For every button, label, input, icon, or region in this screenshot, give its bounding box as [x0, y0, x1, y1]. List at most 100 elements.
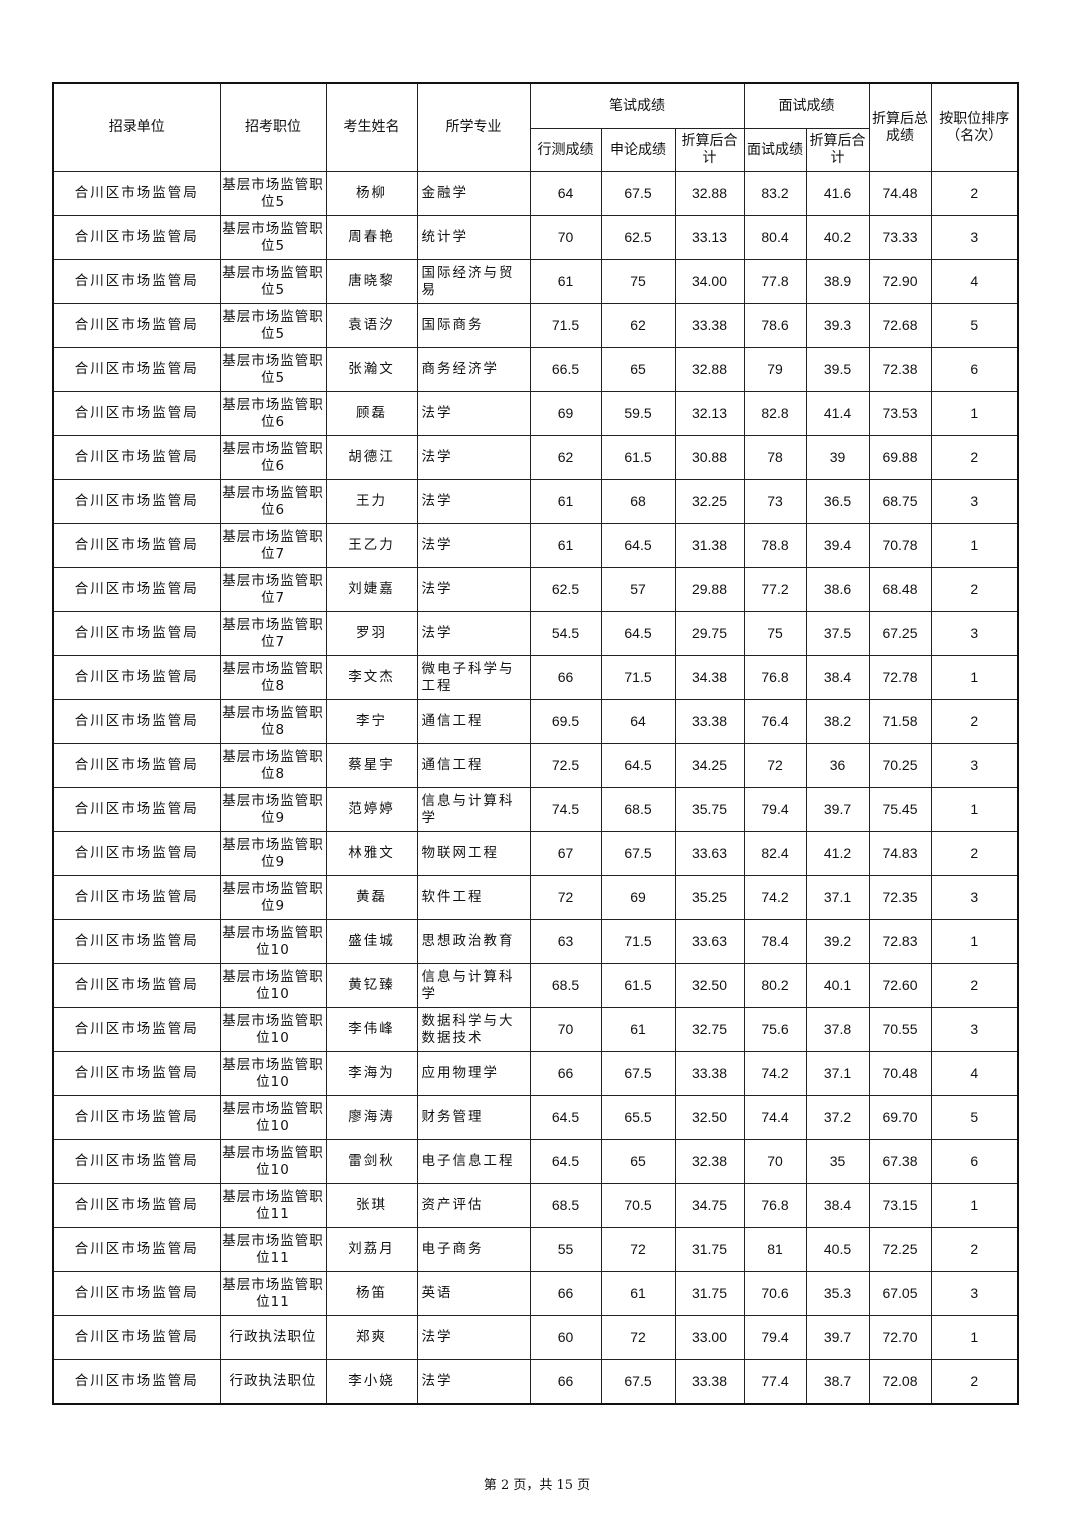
cell-name: 袁语汐: [325, 303, 418, 348]
cell-xingce: 62.5: [529, 567, 602, 612]
cell-total: 70.78: [868, 523, 932, 568]
cell-rank: 3: [930, 611, 1019, 656]
cell-total: 72.38: [868, 347, 932, 392]
cell-total: 71.58: [868, 699, 932, 744]
cell-shenlun: 67.5: [600, 171, 676, 216]
cell-interview-score: 78.8: [743, 523, 807, 568]
cell-unit: 合川区市场监管局: [52, 303, 221, 348]
cell-position: 基层市场监管职位10: [219, 963, 327, 1008]
cell-rank: 1: [930, 919, 1019, 964]
cell-interview-converted: 37.1: [805, 875, 870, 920]
cell-interview-converted: 40.1: [805, 963, 870, 1008]
cell-interview-converted: 38.4: [805, 655, 870, 700]
cell-total: 70.48: [868, 1051, 932, 1096]
cell-position: 基层市场监管职位7: [219, 611, 327, 656]
cell-major: 法学: [416, 611, 531, 656]
cell-position: 基层市场监管职位11: [219, 1271, 327, 1316]
cell-position: 基层市场监管职位5: [219, 259, 327, 304]
cell-written-converted: 33.38: [674, 1051, 745, 1096]
cell-unit: 合川区市场监管局: [52, 787, 221, 832]
cell-position: 基层市场监管职位9: [219, 787, 327, 832]
cell-interview-score: 77.2: [743, 567, 807, 612]
cell-written-converted: 32.50: [674, 1095, 745, 1140]
score-table: 招录单位 招考职位 考生姓名 所学专业 笔试成绩 面试成绩 折算后总成绩 按职位…: [52, 82, 1019, 1405]
cell-interview-converted: 40.2: [805, 215, 870, 260]
cell-total: 74.83: [868, 831, 932, 876]
cell-written-converted: 32.25: [674, 479, 745, 524]
cell-rank: 3: [930, 479, 1019, 524]
table-row: 合川区市场监管局 基层市场监管职位10 盛佳城 思想政治教育 63 71.5 33.63 78…: [52, 919, 1019, 964]
table-row: 合川区市场监管局 基层市场监管职位10 李海为 应用物理学 66 67.5 33.38 74.…: [52, 1051, 1019, 1096]
cell-unit: 合川区市场监管局: [52, 699, 221, 744]
header-xingce: 行测成绩: [529, 128, 602, 172]
cell-unit: 合川区市场监管局: [52, 1183, 221, 1228]
cell-xingce: 64.5: [529, 1139, 602, 1184]
cell-written-converted: 33.38: [674, 303, 745, 348]
cell-major: 应用物理学: [416, 1051, 531, 1096]
cell-unit: 合川区市场监管局: [52, 1139, 221, 1184]
cell-name: 李伟峰: [325, 1007, 418, 1052]
cell-xingce: 63: [529, 919, 602, 964]
cell-rank: 3: [930, 743, 1019, 788]
cell-position: 行政执法职位: [219, 1315, 327, 1360]
cell-shenlun: 72: [600, 1227, 676, 1272]
cell-name: 李小娆: [325, 1359, 418, 1405]
cell-name: 罗羽: [325, 611, 418, 656]
cell-interview-score: 78.6: [743, 303, 807, 348]
cell-interview-converted: 38.4: [805, 1183, 870, 1228]
cell-unit: 合川区市场监管局: [52, 1271, 221, 1316]
cell-xingce: 61: [529, 259, 602, 304]
table-row: 合川区市场监管局 基层市场监管职位8 李文杰 微电子科学与工程 66 71.5 34.38 7…: [52, 655, 1019, 700]
cell-total: 72.08: [868, 1359, 932, 1405]
cell-written-converted: 32.13: [674, 391, 745, 436]
cell-unit: 合川区市场监管局: [52, 171, 221, 216]
cell-xingce: 70: [529, 1007, 602, 1052]
cell-major: 通信工程: [416, 743, 531, 788]
cell-major: 电子信息工程: [416, 1139, 531, 1184]
cell-major: 统计学: [416, 215, 531, 260]
cell-rank: 1: [930, 655, 1019, 700]
cell-xingce: 67: [529, 831, 602, 876]
cell-rank: 1: [930, 391, 1019, 436]
header-name: 考生姓名: [325, 82, 418, 172]
cell-position: 基层市场监管职位7: [219, 567, 327, 612]
cell-unit: 合川区市场监管局: [52, 215, 221, 260]
cell-unit: 合川区市场监管局: [52, 523, 221, 568]
cell-position: 基层市场监管职位11: [219, 1227, 327, 1272]
table-row: 合川区市场监管局 基层市场监管职位10 雷剑秋 电子信息工程 64.5 65 32.38 70…: [52, 1139, 1019, 1184]
table-row: 合川区市场监管局 基层市场监管职位11 杨笛 英语 66 61 31.75 70.6 35.3 6…: [52, 1271, 1019, 1316]
cell-interview-score: 82.8: [743, 391, 807, 436]
cell-written-converted: 31.75: [674, 1271, 745, 1316]
cell-major: 法学: [416, 391, 531, 436]
cell-total: 70.25: [868, 743, 932, 788]
cell-shenlun: 70.5: [600, 1183, 676, 1228]
cell-interview-score: 77.4: [743, 1359, 807, 1405]
cell-interview-converted: 35: [805, 1139, 870, 1184]
cell-written-converted: 32.75: [674, 1007, 745, 1052]
cell-rank: 2: [930, 963, 1019, 1008]
cell-interview-score: 73: [743, 479, 807, 524]
cell-major: 财务管理: [416, 1095, 531, 1140]
cell-written-converted: 35.75: [674, 787, 745, 832]
cell-name: 张琪: [325, 1183, 418, 1228]
cell-interview-converted: 39.7: [805, 1315, 870, 1360]
cell-name: 张瀚文: [325, 347, 418, 392]
cell-interview-score: 77.8: [743, 259, 807, 304]
cell-xingce: 55: [529, 1227, 602, 1272]
cell-name: 雷剑秋: [325, 1139, 418, 1184]
cell-total: 73.15: [868, 1183, 932, 1228]
header-unit: 招录单位: [52, 82, 221, 172]
cell-rank: 2: [930, 435, 1019, 480]
cell-position: 行政执法职位: [219, 1359, 327, 1405]
table-row: 合川区市场监管局 行政执法职位 郑爽 法学 60 72 33.00 79.4 39.7 72.70…: [52, 1315, 1019, 1360]
cell-interview-converted: 38.2: [805, 699, 870, 744]
cell-name: 郑爽: [325, 1315, 418, 1360]
cell-xingce: 70: [529, 215, 602, 260]
cell-total: 72.90: [868, 259, 932, 304]
cell-rank: 5: [930, 303, 1019, 348]
table-row: 合川区市场监管局 行政执法职位 李小娆 法学 66 67.5 33.38 77.4 38.7 72…: [52, 1359, 1019, 1405]
cell-written-converted: 35.25: [674, 875, 745, 920]
cell-total: 67.38: [868, 1139, 932, 1184]
cell-total: 75.45: [868, 787, 932, 832]
cell-major: 国际商务: [416, 303, 531, 348]
